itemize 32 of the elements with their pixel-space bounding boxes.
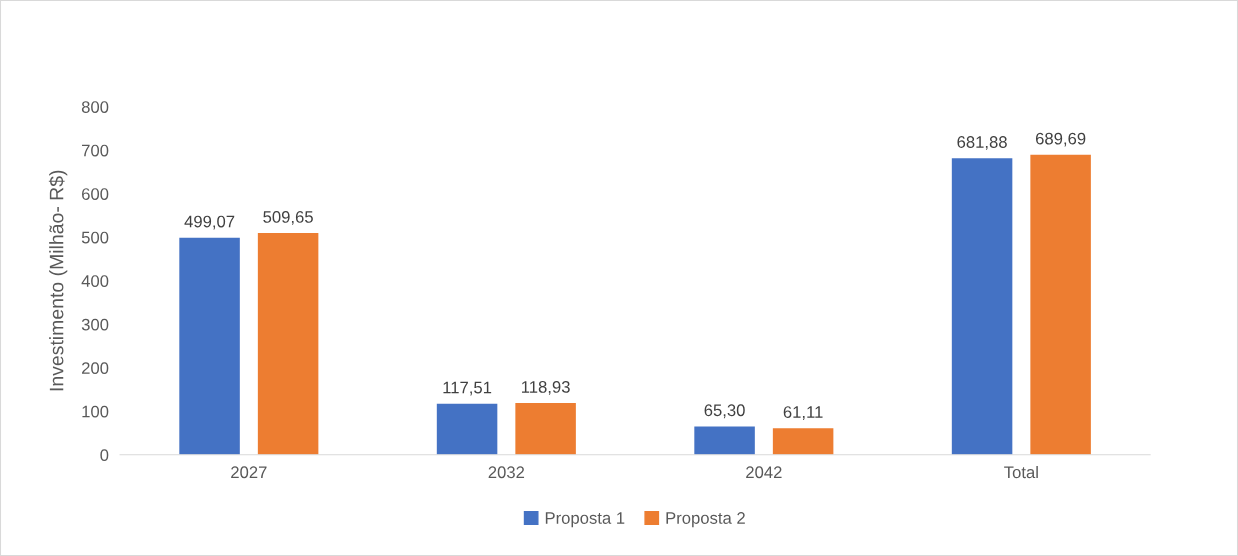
- data-label: 61,11: [783, 406, 823, 420]
- data-label: 681,88: [957, 136, 1007, 150]
- x-tick-label: Total: [1004, 465, 1038, 479]
- bar: [515, 403, 576, 455]
- y-tick-label: 0: [100, 449, 109, 462]
- bar: [1030, 154, 1091, 455]
- y-tick-label: 600: [82, 188, 109, 200]
- legend-label: Proposta 1: [545, 512, 625, 528]
- bar: [772, 428, 834, 455]
- x-tick-label: 2027: [231, 466, 267, 479]
- y-tick-label: 800: [81, 101, 109, 113]
- data-label: 689,69: [1035, 132, 1086, 147]
- bar: [436, 403, 498, 455]
- y-tick-label: 300: [81, 318, 109, 331]
- data-label: 65,30: [704, 404, 745, 419]
- y-tick-label: 100: [82, 405, 109, 418]
- data-label: 118,93: [522, 381, 570, 395]
- bar: [257, 233, 319, 455]
- x-tick-label: 2032: [488, 466, 525, 479]
- legend-label: Proposta 2: [666, 512, 745, 528]
- y-tick-label: 700: [82, 144, 109, 157]
- bar: [694, 426, 755, 455]
- y-tick-label: 500: [81, 231, 109, 244]
- y-tick-label: 400: [81, 275, 109, 287]
- y-tick-label: 200: [82, 362, 109, 374]
- x-tick-label: 2042: [746, 466, 782, 479]
- data-label: 499,07: [184, 215, 235, 230]
- data-label: 509,65: [263, 211, 313, 225]
- data-label: 117,51: [443, 381, 492, 396]
- bar: [951, 158, 1013, 455]
- y-axis-title: Investimento (Milhão- R$): [48, 170, 68, 391]
- bar: [179, 237, 240, 455]
